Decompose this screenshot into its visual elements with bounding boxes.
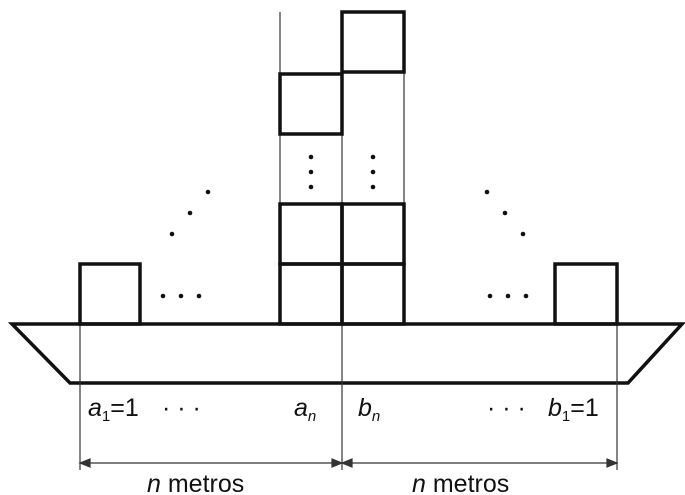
dot [370,154,376,160]
dot [523,293,529,299]
box-right-col-top [340,10,406,74]
label-left-dots: · · · [162,394,201,422]
box-left-col-top [278,72,344,136]
label-bn: bn [358,394,380,425]
arrowhead-left-start [78,458,91,468]
dot [308,154,314,160]
box-right-outer [553,262,619,326]
box-left-col-1 [278,262,344,326]
box-left-outer [78,262,142,326]
arrowhead-right-end [606,458,619,468]
boat-hull [7,322,685,385]
label-n-metros-right: n metros [412,470,509,495]
dot [370,169,376,175]
dot [196,293,202,299]
dot [505,293,511,299]
dot [484,189,490,195]
label-right-dots: · · · [487,394,526,422]
label-a1: a1=1 [88,394,139,425]
dimension-arrows [78,458,619,468]
dot [308,184,314,190]
arrowhead-right-start [340,458,353,468]
dot [178,293,184,299]
dot [205,189,211,195]
dot [370,184,376,190]
label-n-metros-left: n metros [147,470,244,495]
ellipsis-dots [160,154,529,299]
box-right-col-1 [340,262,406,326]
dot [487,293,493,299]
label-b1: b1=1 [548,394,599,425]
dot [520,231,526,237]
guide-lines [79,12,618,470]
label-an: an [294,394,316,425]
dot [160,293,166,299]
dot [187,210,193,216]
dot [308,169,314,175]
dot [169,231,175,237]
dot [502,210,508,216]
box-right-col-2 [340,202,406,266]
arrowhead-left-end [331,458,344,468]
box-left-col-2 [278,202,344,266]
